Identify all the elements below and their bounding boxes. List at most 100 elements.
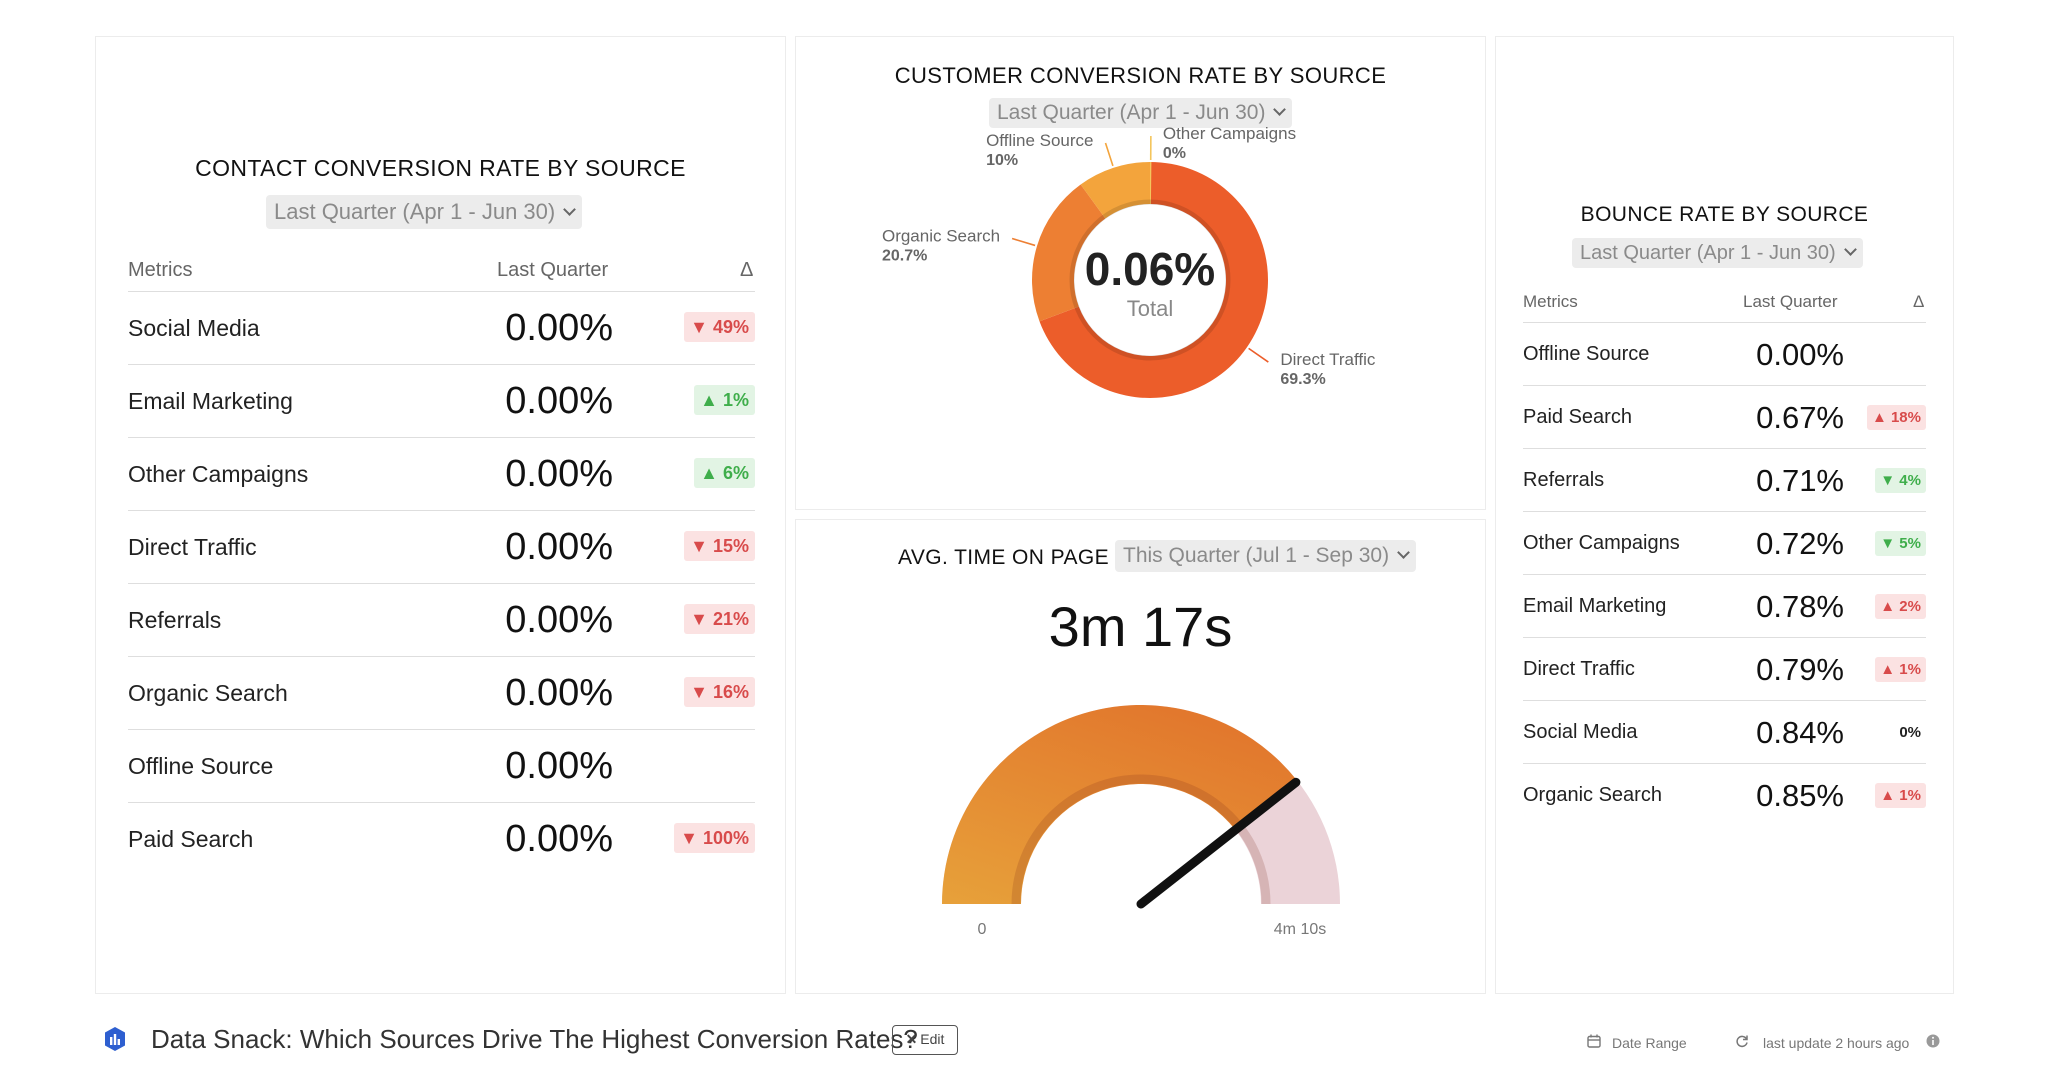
close-icon: ✕ bbox=[905, 1031, 918, 1047]
table-row: Social Media 0.84% 0% bbox=[1523, 700, 1926, 763]
metrics-header: Metrics bbox=[1523, 292, 1578, 311]
donut-slice[interactable] bbox=[1032, 184, 1106, 322]
table-row: Offline Source 0.00% bbox=[128, 729, 755, 801]
table-row: Offline Source 0.00% bbox=[1523, 322, 1926, 385]
contact-date-range-dropdown[interactable]: Last Quarter (Apr 1 - Jun 30) bbox=[266, 195, 583, 229]
edit-label: Edit bbox=[920, 1031, 945, 1047]
metric-value: 0.67% bbox=[1756, 400, 1844, 435]
table-row: Direct Traffic 0.00% ▼ 15% bbox=[128, 510, 755, 582]
delta-header: Δ bbox=[740, 259, 754, 281]
bounce-date-range-label: Last Quarter (Apr 1 - Jun 30) bbox=[1580, 242, 1836, 264]
customer-date-range-dropdown[interactable]: Last Quarter (Apr 1 - Jun 30) bbox=[989, 98, 1293, 128]
table-row: Direct Traffic 0.79% ▲ 1% bbox=[1523, 637, 1926, 700]
delta-badge: ▲ 1% bbox=[1875, 783, 1926, 808]
table-row: Referrals 0.00% ▼ 21% bbox=[128, 583, 755, 655]
donut-hole bbox=[1075, 205, 1225, 355]
customer-conversion-panel: CUSTOMER CONVERSION RATE BY SOURCE Last … bbox=[795, 36, 1486, 510]
donut-slice[interactable] bbox=[1150, 162, 1152, 205]
delta-badge: ▼ 4% bbox=[1875, 468, 1926, 493]
metric-value: 0.00% bbox=[505, 453, 613, 495]
table-row: Paid Search 0.67% ▲ 18% bbox=[1523, 385, 1926, 448]
delta-badge: ▼ 49% bbox=[684, 312, 755, 342]
bounce-date-range-dropdown[interactable]: Last Quarter (Apr 1 - Jun 30) bbox=[1572, 238, 1863, 268]
metric-name: Social Media bbox=[1523, 721, 1638, 743]
metric-value: 0.71% bbox=[1756, 463, 1844, 498]
contact-panel-title: CONTACT CONVERSION RATE BY SOURCE bbox=[195, 155, 686, 181]
table-row: Referrals 0.71% ▼ 4% bbox=[1523, 448, 1926, 511]
table-row: Paid Search 0.00% ▼ 100% bbox=[128, 802, 755, 874]
delta-badge: ▼ 5% bbox=[1875, 531, 1926, 556]
time-gauge: 0 4m 10s bbox=[942, 704, 1340, 938]
metric-value: 0.78% bbox=[1756, 589, 1844, 624]
delta-header: Δ bbox=[1913, 292, 1925, 311]
slice-value-label: 69.3% bbox=[1280, 371, 1325, 388]
metric-name: Email Marketing bbox=[128, 388, 293, 414]
metric-value: 0.00% bbox=[505, 307, 613, 349]
metric-value: 0.72% bbox=[1756, 526, 1844, 561]
label-leader bbox=[1248, 347, 1269, 363]
metric-value: 0.79% bbox=[1756, 652, 1844, 687]
slice-value-label: 10% bbox=[986, 152, 1018, 169]
delta-badge: ▼ 21% bbox=[684, 604, 755, 634]
date-range-link[interactable]: Date Range bbox=[1612, 1035, 1687, 1051]
time-date-range-dropdown[interactable]: This Quarter (Jul 1 - Sep 30) bbox=[1115, 540, 1417, 572]
metric-value: 0.00% bbox=[505, 599, 613, 641]
chevron-down-icon bbox=[1397, 546, 1410, 559]
gauge-min-label: 0 bbox=[978, 921, 987, 938]
slice-value-label: 20.7% bbox=[882, 248, 927, 265]
customer-date-range-label: Last Quarter (Apr 1 - Jun 30) bbox=[997, 101, 1266, 124]
delta-badge: ▲ 6% bbox=[694, 458, 755, 488]
delta-badge: ▼ 16% bbox=[684, 677, 755, 707]
delta-badge: 0% bbox=[1899, 724, 1921, 741]
dashboard-footer: Data Snack: Which Sources Drive The High… bbox=[0, 1010, 2048, 1070]
metric-name: Paid Search bbox=[128, 826, 254, 852]
time-value: 3m 17s bbox=[1048, 595, 1233, 658]
edit-button[interactable]: ✕ Edit bbox=[892, 1025, 958, 1055]
bounce-panel-title: BOUNCE RATE BY SOURCE bbox=[1580, 203, 1869, 226]
table-row: Organic Search 0.00% ▼ 16% bbox=[128, 656, 755, 728]
donut-inner-shadow bbox=[1069, 199, 1231, 361]
avg-time-panel: AVG. TIME ON PAGE This Quarter (Jul 1 - … bbox=[795, 519, 1486, 994]
customer-panel-title: CUSTOMER CONVERSION RATE BY SOURCE bbox=[894, 63, 1387, 88]
metric-name: Referrals bbox=[1523, 469, 1605, 491]
delta-badge: ▼ 15% bbox=[684, 531, 755, 561]
slice-value-label: 0% bbox=[1163, 145, 1186, 162]
delta-badge: ▲ 1% bbox=[1875, 657, 1926, 682]
table-row: Organic Search 0.85% ▲ 1% bbox=[1523, 763, 1926, 826]
time-date-range-label: This Quarter (Jul 1 - Sep 30) bbox=[1123, 544, 1390, 567]
label-leader bbox=[1011, 237, 1036, 247]
slice-category-label: Organic Search bbox=[882, 227, 1000, 246]
last-update-text: last update 2 hours ago bbox=[1763, 1035, 1910, 1051]
period-header: Last Quarter bbox=[1743, 292, 1838, 311]
metric-value: 0.00% bbox=[505, 380, 613, 422]
metric-name: Paid Search bbox=[1523, 406, 1632, 428]
metric-value: 0.00% bbox=[1756, 337, 1844, 372]
metric-value: 0.00% bbox=[505, 526, 613, 568]
gauge-inner-shade bbox=[1011, 774, 1271, 905]
table-row: Other Campaigns 0.72% ▼ 5% bbox=[1523, 511, 1926, 574]
dashboard-title: Data Snack: Which Sources Drive The High… bbox=[151, 1024, 918, 1054]
metrics-header: Metrics bbox=[128, 259, 193, 281]
donut-total-value: 0.06% bbox=[1085, 243, 1215, 295]
gauge-fill bbox=[942, 704, 1298, 904]
databox-logo-icon bbox=[105, 1027, 125, 1051]
donut-slice[interactable] bbox=[1039, 162, 1268, 398]
delta-badge: ▼ 100% bbox=[674, 823, 755, 853]
metric-name: Offline Source bbox=[1523, 343, 1650, 365]
metric-value: 0.84% bbox=[1756, 715, 1844, 750]
metric-name: Email Marketing bbox=[1523, 595, 1667, 617]
metric-name: Organic Search bbox=[128, 680, 288, 706]
info-icon[interactable] bbox=[1926, 1034, 1940, 1048]
contact-conversion-panel: CONTACT CONVERSION RATE BY SOURCE Last Q… bbox=[95, 36, 786, 994]
metric-name: Other Campaigns bbox=[1523, 532, 1680, 554]
delta-badge: ▲ 1% bbox=[694, 385, 755, 415]
metric-value: 0.85% bbox=[1756, 778, 1844, 813]
refresh-icon[interactable] bbox=[1735, 1034, 1749, 1048]
table-row: Other Campaigns 0.00% ▲ 6% bbox=[128, 437, 755, 509]
metric-value: 0.00% bbox=[505, 818, 613, 860]
slice-category-label: Other Campaigns bbox=[1163, 127, 1296, 143]
donut-slice[interactable] bbox=[1080, 162, 1150, 219]
calendar-icon bbox=[1587, 1034, 1601, 1048]
time-panel-title: AVG. TIME ON PAGE bbox=[897, 546, 1109, 569]
table-row: Email Marketing 0.00% ▲ 1% bbox=[128, 364, 755, 436]
